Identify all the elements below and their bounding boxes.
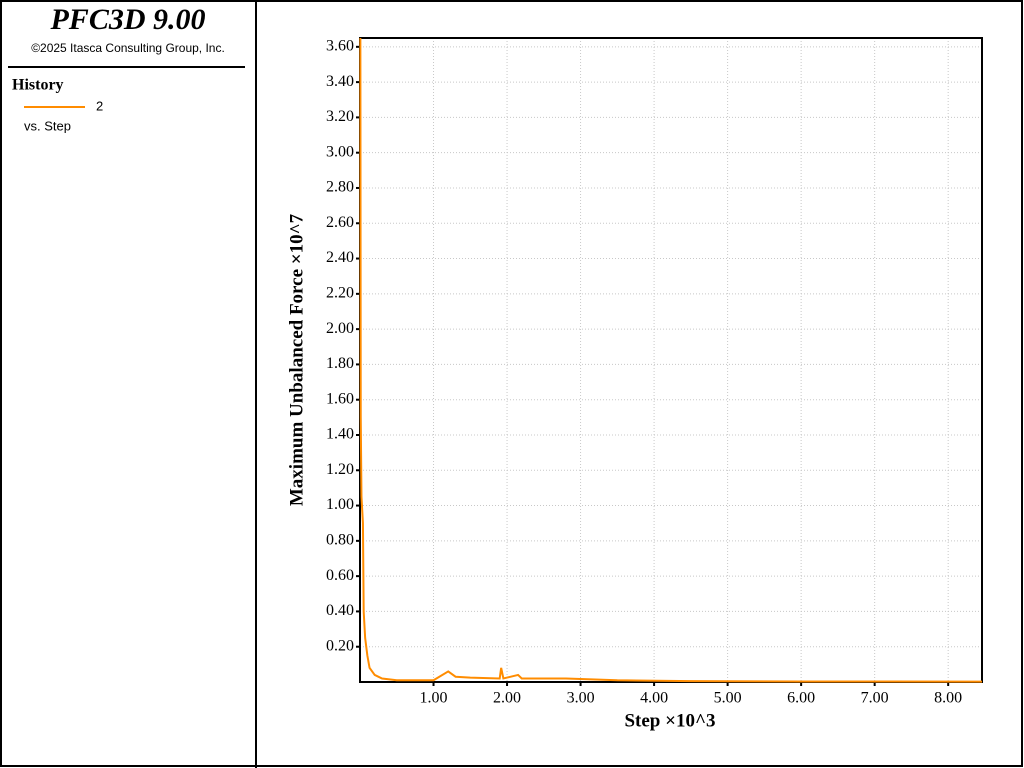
legend-note: vs. Step xyxy=(24,118,71,133)
x-tick-label: 6.00 xyxy=(787,690,815,707)
y-tick-label: 2.40 xyxy=(326,249,354,266)
x-tick-label: 5.00 xyxy=(714,690,742,707)
x-tick-label: 8.00 xyxy=(934,690,962,707)
y-tick-label: 3.40 xyxy=(326,73,354,90)
x-tick-label: 2.00 xyxy=(493,690,521,707)
x-tick-label: 4.00 xyxy=(640,690,668,707)
y-axis-label: Maximum Unbalanced Force ×10^7 xyxy=(286,213,307,506)
y-tick-label: 1.20 xyxy=(326,461,354,478)
y-tick-label: 3.00 xyxy=(326,143,354,160)
y-tick-label: 1.00 xyxy=(326,496,354,513)
copyright: ©2025 Itasca Consulting Group, Inc. xyxy=(31,41,225,55)
y-tick-label: 3.20 xyxy=(326,108,354,125)
y-tick-label: 0.40 xyxy=(326,602,354,619)
x-tick-label: 1.00 xyxy=(420,690,448,707)
y-tick-label: 0.20 xyxy=(326,637,354,654)
y-tick-label: 2.60 xyxy=(326,214,354,231)
y-tick-label: 1.40 xyxy=(326,426,354,443)
x-axis-label: Step ×10^3 xyxy=(624,710,715,731)
y-tick-label: 0.60 xyxy=(326,567,354,584)
legend-title: History xyxy=(12,77,64,94)
data-line xyxy=(359,37,983,683)
y-tick-label: 2.80 xyxy=(326,179,354,196)
y-tick-label: 3.60 xyxy=(326,37,354,54)
y-tick-label: 2.00 xyxy=(326,320,354,337)
app-title: PFC3D 9.00 xyxy=(49,3,205,36)
y-tick-label: 0.80 xyxy=(326,532,354,549)
legend-entry: 2 xyxy=(96,98,103,113)
y-tick-label: 1.80 xyxy=(326,355,354,372)
x-tick-label: 3.00 xyxy=(567,690,595,707)
y-tick-label: 2.20 xyxy=(326,285,354,302)
plot: 0.20 0.40 0.60 0.80 1.00 1.20 1.40 1.60 1.80 2.00… xyxy=(326,37,983,707)
x-tick-label: 7.00 xyxy=(861,690,889,707)
y-tick-label: 1.60 xyxy=(326,390,354,407)
